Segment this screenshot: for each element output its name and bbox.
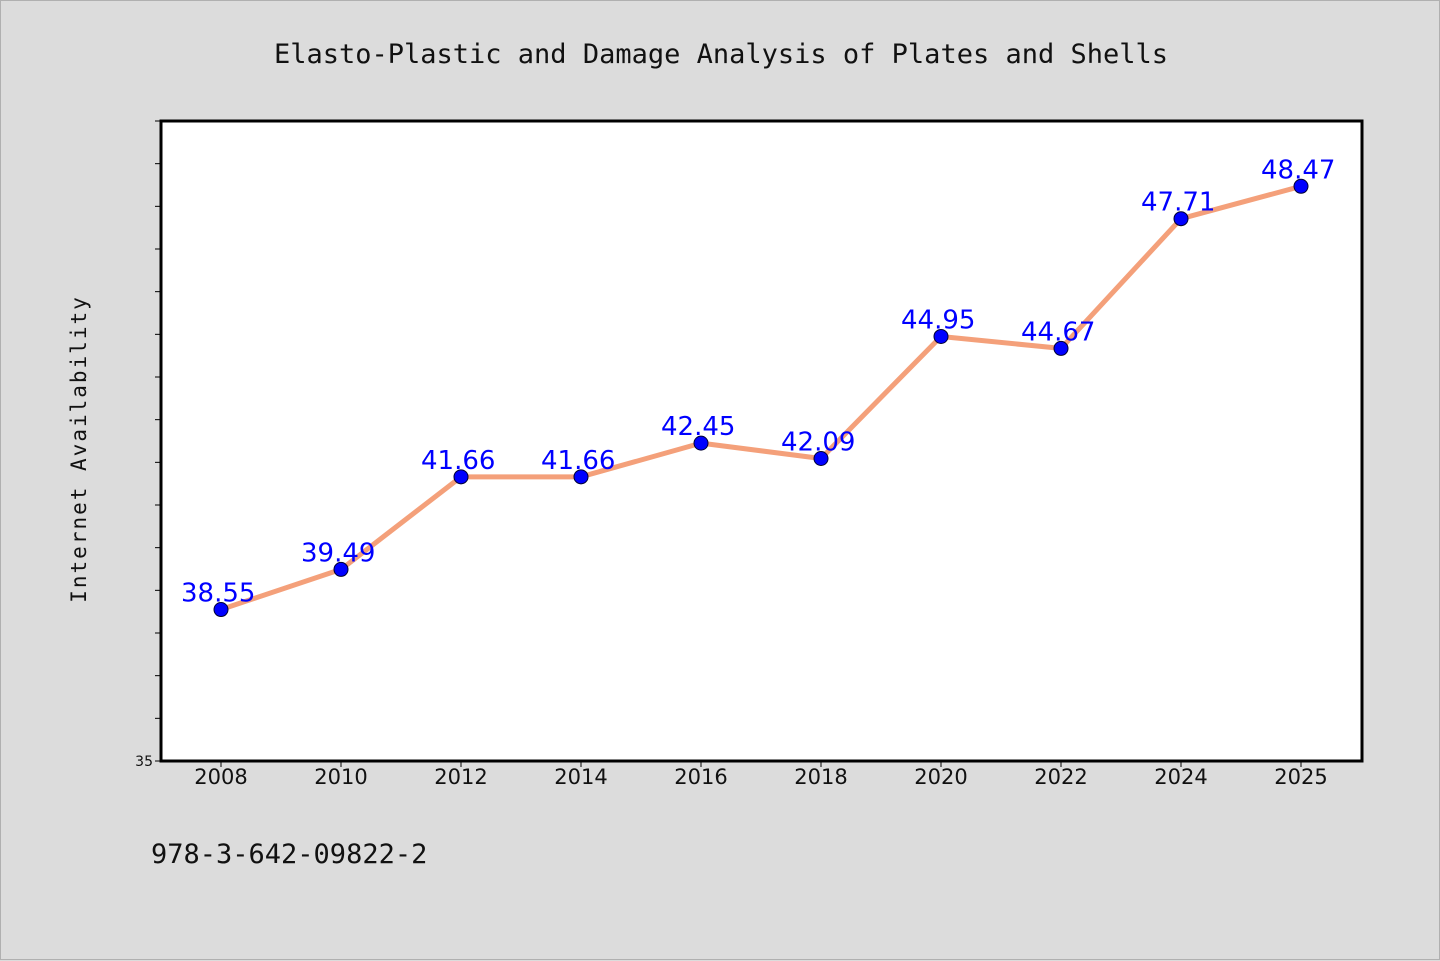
- series-group: 38.55 39.49 41.66 41.66 42.45 42.09 44.95 44.67…: [181, 155, 1335, 618]
- data-point: [453, 469, 469, 485]
- data-label: 48.47: [1261, 155, 1335, 185]
- y-axis-ticks: 35: [135, 120, 161, 770]
- y-tick-label: 35: [135, 754, 153, 770]
- x-tick-label: 2016: [674, 765, 727, 789]
- data-point: [693, 435, 709, 451]
- x-tick-label: 2008: [194, 765, 247, 789]
- data-label: 44.95: [901, 305, 975, 335]
- data-label: 41.66: [541, 446, 615, 476]
- x-tick-label: 2012: [434, 765, 487, 789]
- y-axis-label: Internet Availability: [67, 295, 91, 603]
- x-tick-label: 2010: [314, 765, 367, 789]
- isbn-footer: 978-3-642-09822-2: [151, 839, 427, 870]
- x-tick-label: 2020: [914, 765, 967, 789]
- series-line: [220, 183, 1302, 612]
- x-tick-label: 2022: [1034, 765, 1087, 789]
- x-tick-label: 2018: [794, 765, 847, 789]
- x-axis-ticks: 2008 2010 2012 2014 2016 2018 2020 2022 2024 2025: [194, 761, 1328, 789]
- data-point: [213, 602, 229, 618]
- data-point: [933, 328, 949, 344]
- x-tick-label: 2025: [1274, 765, 1327, 789]
- data-label: 42.09: [781, 427, 855, 457]
- data-label: 41.66: [421, 446, 495, 476]
- x-tick-label: 2014: [554, 765, 607, 789]
- data-point: [573, 469, 589, 485]
- data-point: [1173, 211, 1189, 227]
- data-point: [1293, 178, 1309, 194]
- data-label: 42.45: [661, 412, 735, 442]
- data-label: 38.55: [181, 579, 255, 609]
- data-label: 44.67: [1021, 317, 1095, 347]
- chart-title: Elasto-Plastic and Damage Analysis of Pl…: [274, 39, 1168, 70]
- data-label: 47.71: [1141, 188, 1215, 218]
- x-tick-label: 2024: [1154, 765, 1207, 789]
- data-label: 39.49: [301, 538, 375, 568]
- plot-area: [159, 119, 1364, 763]
- data-point: [813, 450, 829, 466]
- data-point: [1053, 340, 1069, 356]
- data-point: [333, 561, 349, 577]
